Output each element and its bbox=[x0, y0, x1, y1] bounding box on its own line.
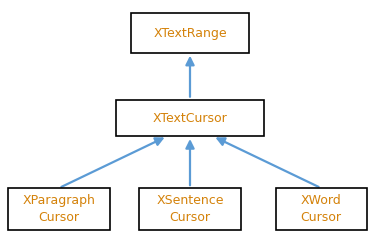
FancyBboxPatch shape bbox=[8, 188, 110, 229]
Text: XTextRange: XTextRange bbox=[153, 26, 227, 40]
FancyBboxPatch shape bbox=[116, 100, 264, 136]
Text: XSentence
Cursor: XSentence Cursor bbox=[156, 194, 224, 224]
Text: XTextCursor: XTextCursor bbox=[153, 111, 227, 125]
FancyBboxPatch shape bbox=[139, 188, 241, 229]
Text: XWord
Cursor: XWord Cursor bbox=[301, 194, 342, 224]
FancyBboxPatch shape bbox=[131, 13, 249, 53]
FancyBboxPatch shape bbox=[276, 188, 367, 229]
Text: XParagraph
Cursor: XParagraph Cursor bbox=[22, 194, 95, 224]
